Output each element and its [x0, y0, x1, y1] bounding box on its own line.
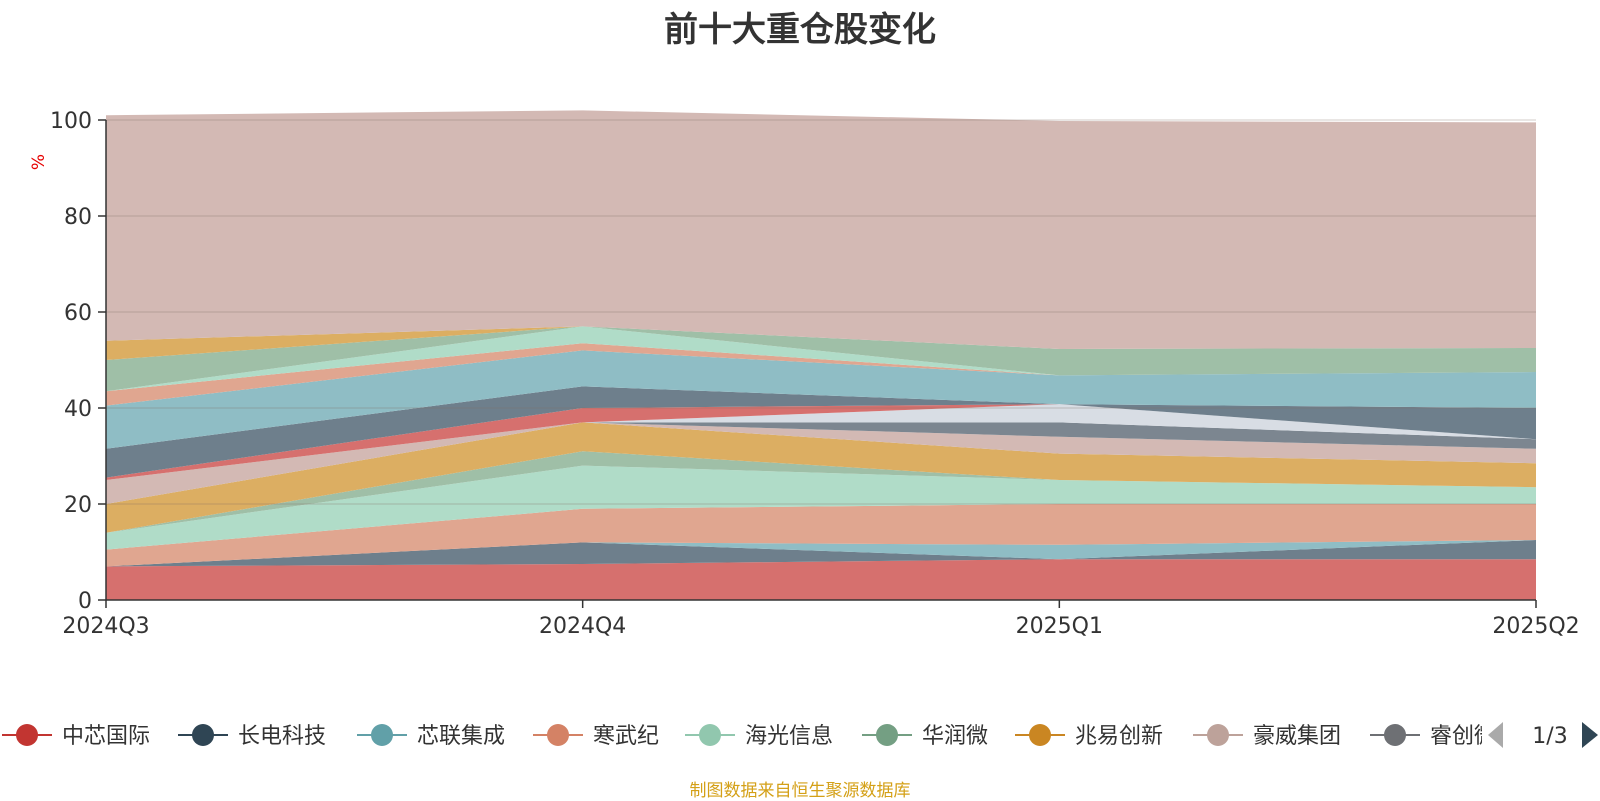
- legend-label-0: 中芯国际: [62, 724, 150, 749]
- area-series-2: [106, 540, 1536, 567]
- source-note: 制图数据来自恒生聚源数据库: [689, 781, 911, 801]
- y-axis-unit-label: %: [29, 154, 49, 170]
- area-series-14: [106, 326, 1536, 392]
- legend-label-6: 兆易创新: [1075, 724, 1163, 749]
- legend-marker-icon-5: [876, 724, 898, 746]
- legend: 中芯国际 长电科技 芯联集成 寒武纪 海光信息 华润微 兆易创新 豪威集团 睿创微 1/3: [2, 722, 1598, 749]
- legend-item-0[interactable]: 中芯国际: [2, 724, 150, 749]
- legend-label-4: 海光信息: [745, 724, 833, 749]
- area-series-11: [106, 386, 1536, 478]
- legend-label-8: 睿创微: [1430, 724, 1496, 749]
- legend-item-5[interactable]: 华润微: [862, 724, 988, 749]
- legend-marker-icon-0: [16, 724, 38, 746]
- y-tick-label-3: 60: [64, 301, 92, 326]
- area-series-4: [106, 465, 1536, 550]
- x-tick-label-0: 2024Q3: [62, 614, 149, 639]
- legend-marker-icon-7: [1207, 724, 1229, 746]
- legend-item-1[interactable]: 长电科技: [178, 724, 326, 749]
- y-tick-label-2: 40: [64, 397, 92, 422]
- legend-label-1: 长电科技: [238, 724, 326, 749]
- legend-item-3[interactable]: 寒武纪: [533, 724, 659, 749]
- area-series-7: [106, 422, 1536, 504]
- legend-item-6[interactable]: 兆易创新: [1015, 724, 1163, 749]
- legend-item-2[interactable]: 芯联集成: [357, 724, 505, 749]
- x-tick-label-2: 2025Q1: [1016, 614, 1103, 639]
- legend-label-3: 寒武纪: [593, 724, 659, 749]
- area-series-6: [106, 422, 1536, 533]
- legend-marker-icon-4: [699, 724, 721, 746]
- area-series-13: [106, 343, 1536, 406]
- legend-item-7[interactable]: 豪威集团: [1193, 724, 1341, 749]
- x-tick-label-1: 2024Q4: [539, 614, 626, 639]
- y-tick-label-1: 20: [64, 493, 92, 518]
- legend-marker-icon-6: [1029, 724, 1051, 746]
- legend-marker-icon-3: [547, 724, 569, 746]
- y-tick-label-0: 0: [78, 589, 92, 614]
- legend-label-5: 华润微: [922, 724, 988, 749]
- legend-label-7: 豪威集团: [1253, 724, 1341, 749]
- area-series-16: [106, 326, 1536, 360]
- area-layer: [106, 110, 1536, 600]
- legend-prev-page-icon[interactable]: [1488, 722, 1503, 748]
- grid-layer: [106, 119, 1536, 505]
- area-series-1: [106, 540, 1536, 567]
- x-tick-label-3: 2025Q2: [1492, 614, 1579, 639]
- area-series-17: [106, 110, 1536, 349]
- legend-marker-icon-1: [192, 724, 214, 746]
- y-tick-label-4: 80: [64, 205, 92, 230]
- axis-layer: 0 20 40 60 80 100 2024Q3 2024Q4 2025Q1 2025Q2%: [29, 109, 1580, 639]
- area-series-12: [106, 350, 1536, 449]
- chart-title: 前十大重仓股变化: [664, 10, 936, 50]
- legend-marker-icon-2: [371, 724, 393, 746]
- legend-item-4[interactable]: 海光信息: [685, 724, 833, 749]
- legend-next-page-icon[interactable]: [1582, 722, 1598, 748]
- legend-marker-icon-8: [1384, 724, 1406, 746]
- area-series-8: [106, 422, 1536, 480]
- legend-label-2: 芯联集成: [417, 724, 505, 749]
- area-series-3: [106, 504, 1536, 567]
- area-series-0: [106, 559, 1536, 600]
- area-series-10: [106, 404, 1536, 480]
- legend-item-8[interactable]: 睿创微: [1370, 724, 1496, 749]
- legend-page-indicator: 1/3: [1532, 724, 1567, 749]
- y-tick-label-5: 100: [50, 109, 92, 134]
- legend-items: 中芯国际 长电科技 芯联集成 寒武纪 海光信息 华润微 兆易创新 豪威集团 睿创微: [2, 724, 1496, 749]
- area-series-9: [106, 404, 1536, 480]
- area-series-15: [106, 326, 1536, 392]
